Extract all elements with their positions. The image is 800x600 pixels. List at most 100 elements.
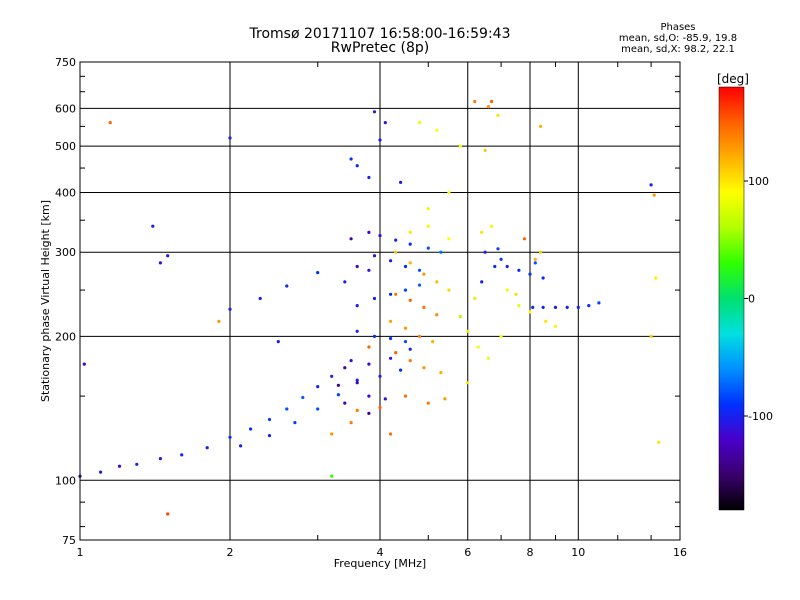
data-point: [408, 242, 412, 246]
data-point: [349, 421, 353, 425]
data-point: [417, 283, 422, 287]
y-tick-label: 750: [55, 56, 76, 69]
data-point: [544, 319, 548, 323]
data-point: [276, 340, 280, 344]
data-point: [372, 296, 377, 301]
data-point: [541, 276, 545, 280]
data-point: [496, 113, 500, 117]
data-point: [426, 207, 430, 211]
data-point: [239, 444, 243, 448]
data-point: [426, 401, 430, 405]
data-point: [458, 315, 462, 319]
data-point: [553, 324, 558, 328]
data-point: [587, 304, 591, 308]
data-point: [394, 238, 398, 242]
data-point: [399, 368, 403, 372]
data-point: [367, 411, 371, 415]
data-point: [422, 272, 426, 276]
data-point: [378, 405, 382, 410]
data-point: [330, 374, 334, 378]
y-tick-label: 600: [55, 102, 76, 115]
data-point: [483, 148, 487, 152]
data-point: [343, 401, 347, 405]
chart-title: Tromsø 20171107 16:58:00-16:59:43: [249, 26, 511, 42]
data-point: [367, 362, 371, 366]
data-point: [228, 307, 232, 311]
data-point: [435, 280, 439, 284]
data-point: [443, 397, 447, 401]
data-point: [439, 371, 443, 375]
data-point: [330, 432, 334, 436]
y-tick-label: 400: [55, 186, 76, 199]
data-point: [649, 334, 653, 338]
data-point: [514, 292, 518, 296]
data-point: [267, 417, 272, 422]
data-point: [316, 407, 320, 411]
y-tick-label: 100: [55, 474, 76, 487]
data-point: [158, 261, 162, 265]
data-point: [576, 305, 580, 309]
data-point: [378, 374, 382, 378]
colorbar-unit-label: [deg]: [717, 72, 749, 86]
y-tick-label: 300: [55, 246, 76, 259]
data-point: [355, 378, 359, 382]
phase-stats-x-mode: mean, sd,X: 98.2, 22.1: [621, 44, 735, 55]
data-point: [151, 224, 155, 228]
x-tick-label: 4: [377, 546, 384, 559]
data-point: [316, 385, 320, 389]
data-point: [408, 347, 412, 351]
data-point: [372, 110, 377, 114]
data-point: [316, 271, 320, 275]
data-point: [378, 138, 382, 142]
data-point: [435, 313, 439, 317]
data-point: [539, 250, 543, 254]
data-point: [389, 259, 393, 263]
data-point: [539, 124, 543, 128]
data-point: [408, 261, 412, 265]
data-point: [336, 393, 340, 397]
data-point: [439, 250, 443, 254]
data-point: [553, 305, 558, 309]
data-point: [505, 288, 509, 292]
data-point: [493, 264, 497, 269]
data-point: [403, 326, 408, 330]
grid-lines: [80, 62, 680, 540]
data-point: [394, 292, 398, 296]
data-point: [431, 340, 435, 344]
data-point: [483, 250, 487, 254]
data-point: [522, 237, 527, 241]
x-tick-label: 8: [527, 546, 534, 559]
colorbar-tick-label: 100: [748, 175, 769, 188]
y-tick-label: 200: [55, 330, 76, 343]
data-point: [486, 105, 490, 109]
data-point: [447, 237, 451, 241]
data-point: [480, 280, 484, 284]
data-point: [533, 261, 537, 265]
data-point: [466, 329, 470, 333]
data-point: [166, 254, 170, 258]
phase-stats-heading: Phases: [660, 22, 696, 33]
data-point: [293, 421, 297, 425]
data-point: [389, 292, 393, 296]
data-point: [422, 305, 426, 309]
data-point: [403, 340, 408, 344]
data-point: [565, 305, 569, 309]
data-point: [426, 224, 430, 228]
data-point: [389, 336, 393, 341]
data-point: [657, 440, 661, 444]
data-point: [476, 345, 480, 349]
data-point: [355, 164, 359, 168]
data-point: [367, 175, 371, 180]
data-point: [228, 136, 232, 140]
data-points: [78, 99, 661, 516]
data-point: [135, 462, 139, 466]
data-point: [349, 237, 353, 241]
data-point: [486, 356, 490, 360]
axes: 1 2 4 6 8 10 16 75 100 200 300 400 500 600 750: [55, 56, 687, 559]
data-point: [166, 512, 170, 516]
data-point: [383, 121, 387, 125]
data-point: [649, 183, 653, 187]
data-point: [417, 334, 422, 338]
data-point: [336, 383, 340, 387]
data-point: [403, 288, 408, 292]
